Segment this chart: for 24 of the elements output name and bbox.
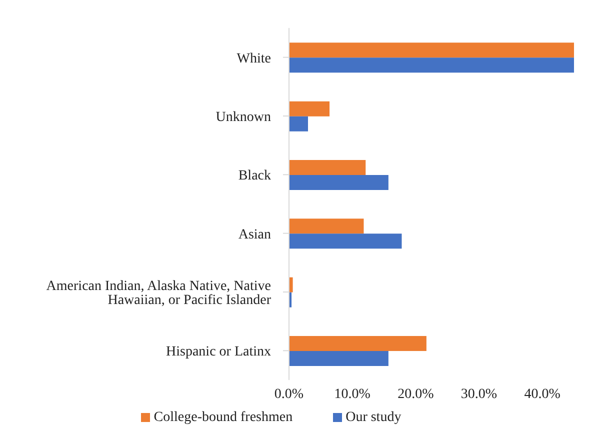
bar <box>289 58 574 73</box>
y-tick-label: Unknown <box>216 110 271 125</box>
bar <box>289 42 574 58</box>
bar <box>289 160 366 175</box>
x-tick-label: 30.0% <box>460 386 498 402</box>
x-tick-label: 0.0% <box>274 386 304 402</box>
bar <box>289 277 293 292</box>
y-tick-label: Hispanic or Latinx <box>166 344 271 360</box>
x-tick-label: 40.0% <box>524 386 561 402</box>
x-tick-label: 20.0% <box>398 386 434 402</box>
bar <box>289 116 308 132</box>
bar <box>289 351 388 366</box>
bar <box>289 175 388 190</box>
bar <box>289 101 330 116</box>
legend-label: College-bound freshmen <box>154 410 293 425</box>
y-tick-label: Asian <box>238 227 271 242</box>
bar <box>289 234 402 249</box>
bar <box>289 218 364 234</box>
y-tick-label: White <box>236 51 271 66</box>
x-tick-label: 10.0% <box>334 386 371 402</box>
bar <box>289 336 426 351</box>
y-tick-label: Black <box>238 168 271 184</box>
legend-label: Our study <box>346 410 402 425</box>
y-tick-label: American Indian, Alaska Native, Native Hawaiian, or Pacific Islander <box>46 278 272 308</box>
